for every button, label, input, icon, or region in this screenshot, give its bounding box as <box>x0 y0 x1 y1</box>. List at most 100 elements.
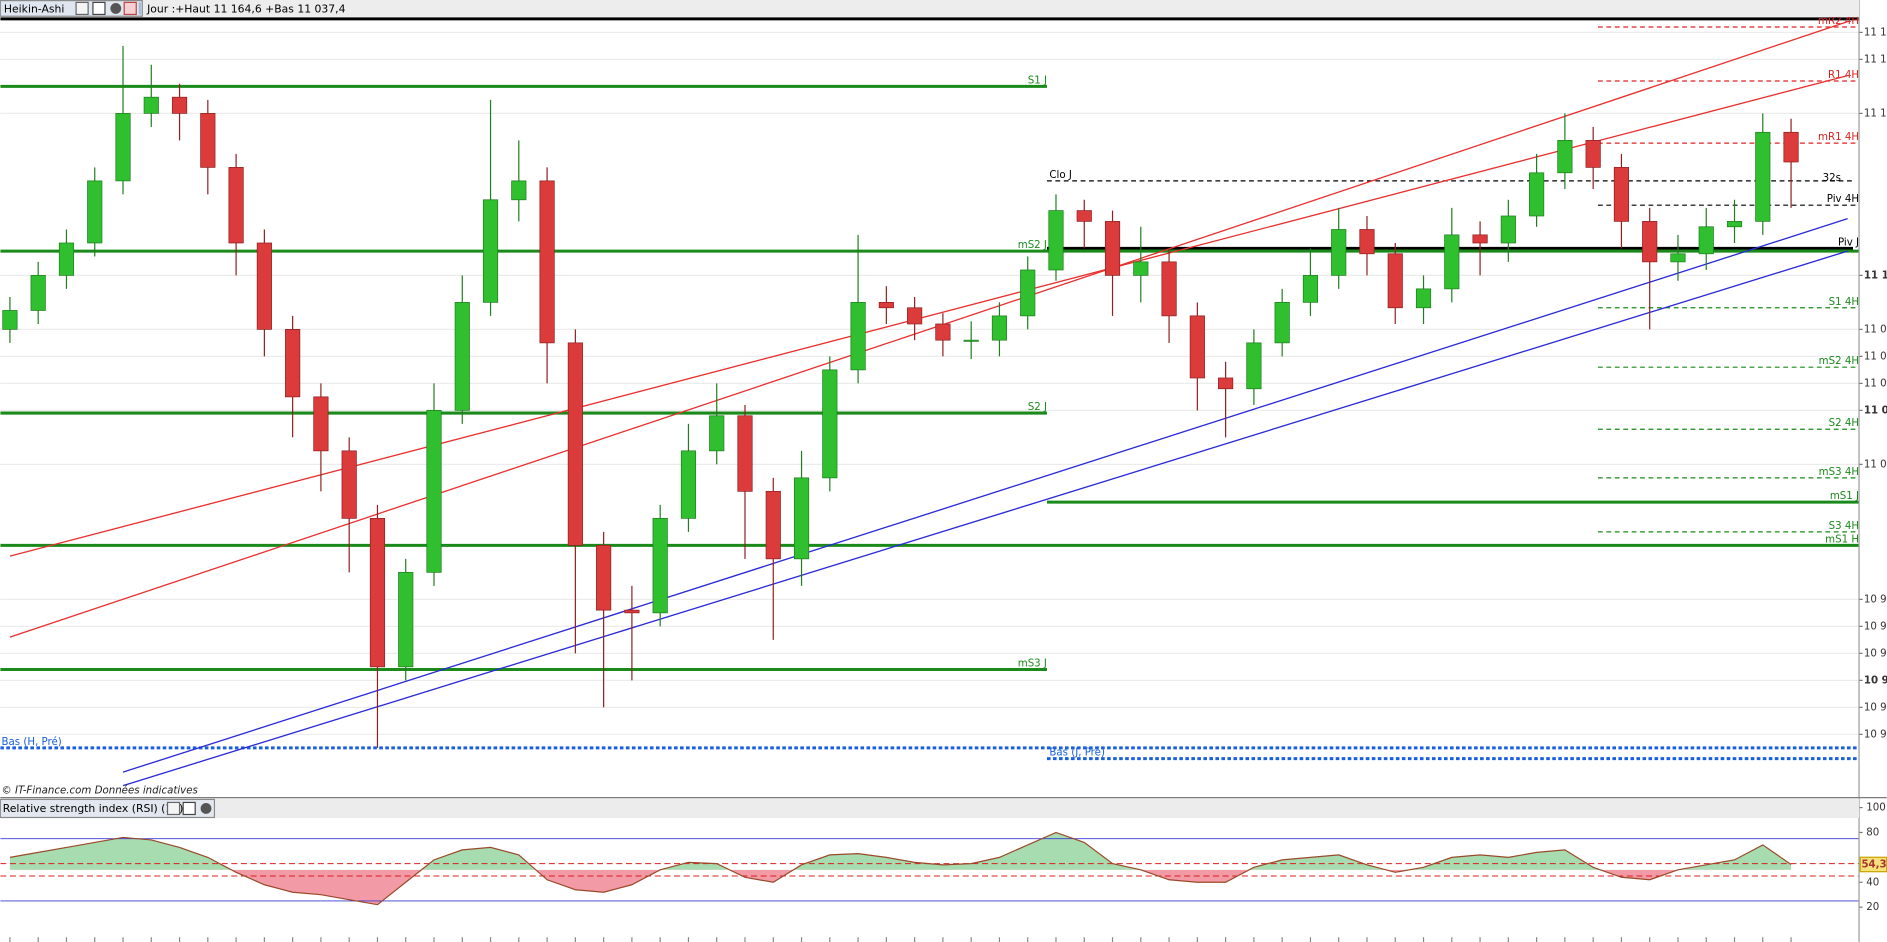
candle-body <box>1698 226 1714 255</box>
y-tick-label: 10 97 <box>1864 621 1887 632</box>
rsi-area-above <box>9 832 1792 870</box>
rsi-title: Relative strength index (RSI) (14) <box>3 802 184 815</box>
candle-body <box>1642 221 1658 263</box>
candle-body <box>1274 302 1290 344</box>
rsi-close-icon[interactable] <box>200 803 212 814</box>
tab-edge <box>138 2 142 15</box>
candle-body <box>200 113 216 168</box>
y-tick-label: 11 03 <box>1864 459 1887 470</box>
level-label: S1 4H <box>1829 297 1859 308</box>
candle-body <box>765 490 781 560</box>
candle-body <box>143 96 159 114</box>
candle-body <box>1415 288 1432 309</box>
candle-body <box>991 315 1008 341</box>
level-label: Piv H <box>1833 8 1859 19</box>
trendline <box>9 74 1848 557</box>
candle-body <box>341 450 357 519</box>
candle-body <box>652 517 668 614</box>
candle-body <box>1359 229 1375 255</box>
y-tick-label: 11 08 <box>1864 324 1887 335</box>
add-icon[interactable] <box>123 1 137 16</box>
level-label: mS2 J <box>1018 240 1047 251</box>
candle-body <box>2 310 18 330</box>
candle-body <box>1783 131 1799 163</box>
candle-body <box>1755 131 1771 222</box>
candle-body <box>228 167 244 244</box>
level-label: mS2 4H <box>1819 356 1859 367</box>
candle-body <box>1585 140 1601 168</box>
rsi-line <box>9 831 1792 906</box>
level-label: mS1 H <box>1825 534 1859 545</box>
level-label: S2 J <box>1028 402 1047 413</box>
candle-body <box>1189 315 1205 379</box>
level-label: S2 4H <box>1829 418 1859 429</box>
candle-body <box>793 477 810 560</box>
candle-body <box>596 544 612 611</box>
level-label: Piv 4H <box>1827 194 1859 205</box>
level-label: Clo J <box>1049 170 1072 181</box>
candle-body <box>426 410 442 573</box>
candle-body <box>1076 210 1092 222</box>
close-icon[interactable] <box>110 3 122 14</box>
rsi-tab[interactable] <box>0 798 216 819</box>
y-tick-label: 10 94 <box>1864 702 1887 713</box>
candle-body <box>1302 275 1319 303</box>
candle-body <box>285 329 301 398</box>
header-bar <box>0 0 1860 17</box>
candle-body <box>1500 215 1516 244</box>
candle-body <box>1529 172 1545 217</box>
candle-body <box>369 517 386 668</box>
level-label: Piv J <box>1838 237 1859 248</box>
y-tick-label: 11 1 <box>1864 270 1887 281</box>
y-tick-label: 11 19 <box>1864 27 1887 38</box>
candle-body <box>907 307 923 325</box>
candle-body <box>737 415 753 492</box>
candle-body <box>935 323 951 341</box>
candle-body <box>398 571 414 668</box>
source-note: © IT-Finance.com Données indicatives <box>2 784 199 796</box>
y-tick-label: 10 9 <box>1864 675 1887 686</box>
rsi-area-below <box>9 869 1792 905</box>
candle-body <box>256 242 272 330</box>
level-label: mS3 J <box>1018 659 1047 670</box>
level-label: mR1 4H <box>1818 132 1859 143</box>
rsi-header-bar <box>0 798 1860 819</box>
rsi-settings-icon[interactable] <box>166 801 181 816</box>
chart-subtitle: Jour :+Haut 11 164,6 +Bas 11 037,4 <box>146 3 346 16</box>
level-label: Bas (H, Pré) <box>2 736 62 748</box>
candle-body <box>1670 253 1686 263</box>
y-tick-label: 10 96 <box>1864 648 1887 659</box>
candle-body <box>1726 221 1743 228</box>
level-label: mR2 4H <box>1818 16 1859 27</box>
y-tick-label: 10 93 <box>1864 729 1887 740</box>
candle-body <box>963 339 979 342</box>
indicator-tab[interactable] <box>0 0 143 17</box>
candle-body <box>680 450 697 519</box>
level-label: mS1 J <box>1830 491 1859 502</box>
candle-body <box>1161 261 1177 317</box>
candle-body <box>850 302 866 371</box>
candle-body <box>1048 210 1064 271</box>
candle-body <box>58 242 75 276</box>
rsi-y-tick-label: 80 <box>1866 827 1879 838</box>
y-tick-label: 11 16 <box>1864 108 1887 119</box>
value-label: 54,3 <box>1861 859 1886 870</box>
candle-body <box>482 199 499 303</box>
candle-body <box>1444 234 1460 290</box>
candle-body <box>822 369 838 479</box>
candle-body <box>624 609 640 614</box>
trendline <box>9 20 1848 638</box>
candle-body <box>1246 342 1262 390</box>
level-label: mS3 4H <box>1819 467 1859 478</box>
level-label: S3 4H <box>1829 521 1859 532</box>
settings-icon[interactable] <box>75 1 89 16</box>
candle-body <box>313 396 329 452</box>
rsi-window-icon[interactable] <box>182 801 196 816</box>
chart-title: Heikin-Ashi <box>4 3 64 16</box>
rsi-y-tick-label: 40 <box>1866 877 1879 888</box>
candle-body <box>1557 140 1573 174</box>
window-icon[interactable] <box>92 1 106 16</box>
rsi-y-tick-label: 20 <box>1866 902 1879 913</box>
trendline <box>122 250 1848 787</box>
candle-body <box>1387 253 1403 309</box>
